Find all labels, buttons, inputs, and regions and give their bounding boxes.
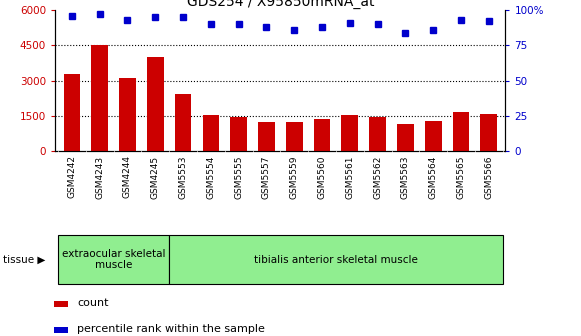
Text: GSM5557: GSM5557 (262, 155, 271, 199)
Text: GSM5555: GSM5555 (234, 155, 243, 199)
Bar (147, 57, 164, 151)
Bar (370, 117, 386, 151)
Text: tibialis anterior skeletal muscle: tibialis anterior skeletal muscle (254, 255, 418, 264)
Bar (169, 235, 503, 284)
Bar (58, 235, 169, 284)
Bar (397, 124, 414, 151)
Text: count: count (77, 298, 109, 308)
Bar (54, 327, 68, 333)
Text: GSM5565: GSM5565 (457, 155, 465, 199)
Bar (480, 114, 497, 151)
Text: percentile rank within the sample: percentile rank within the sample (77, 324, 265, 334)
Text: GSM5561: GSM5561 (345, 155, 354, 199)
Text: GSM4242: GSM4242 (67, 155, 76, 198)
Text: GSM5553: GSM5553 (178, 155, 188, 199)
Text: GSM5559: GSM5559 (290, 155, 299, 199)
Bar (286, 122, 303, 151)
Text: tissue ▶: tissue ▶ (3, 255, 45, 264)
Title: GDS254 / X95850mRNA_at: GDS254 / X95850mRNA_at (187, 0, 374, 9)
Bar (119, 78, 136, 151)
Bar (425, 121, 442, 151)
Text: GSM5562: GSM5562 (373, 155, 382, 199)
Text: extraocular skeletal
muscle: extraocular skeletal muscle (62, 249, 166, 270)
Bar (342, 115, 358, 151)
Text: GSM4243: GSM4243 (95, 155, 104, 199)
Text: GSM4245: GSM4245 (150, 155, 160, 199)
Bar (54, 301, 68, 307)
Bar (175, 93, 191, 151)
Text: GSM5560: GSM5560 (318, 155, 327, 199)
Text: GSM5566: GSM5566 (485, 155, 493, 199)
Text: GSM5564: GSM5564 (429, 155, 437, 199)
Bar (314, 119, 331, 151)
Text: GSM4244: GSM4244 (123, 155, 132, 198)
Bar (63, 74, 80, 151)
Bar (91, 45, 108, 151)
Bar (203, 116, 219, 151)
Bar (453, 112, 469, 151)
Text: GSM5554: GSM5554 (206, 155, 216, 199)
Text: GSM5563: GSM5563 (401, 155, 410, 199)
Bar (258, 122, 275, 151)
Bar (230, 117, 247, 151)
